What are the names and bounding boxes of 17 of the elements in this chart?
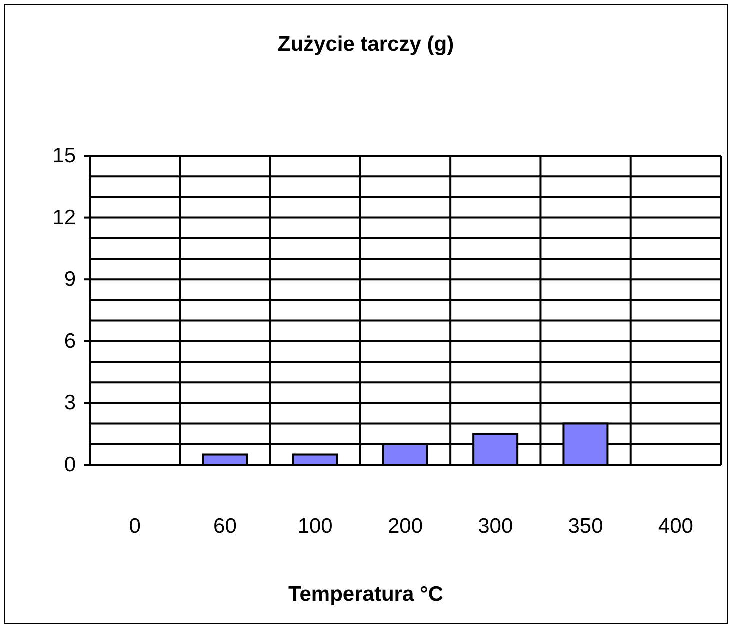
x-tick-label: 100 (298, 514, 333, 538)
y-tick-label: 6 (64, 330, 76, 353)
x-tick-label: 0 (129, 514, 141, 538)
x-tick-label: 200 (388, 514, 424, 538)
y-tick-label: 12 (52, 206, 76, 230)
y-tick-label: 3 (64, 392, 76, 415)
y-tick-label: 0 (64, 454, 76, 476)
bar (292, 454, 338, 465)
x-tick-label: 60 (214, 514, 237, 538)
y-tick-label: 15 (52, 144, 76, 168)
x-axis-title: Temperatura °C (287, 583, 445, 607)
x-tick-label: 300 (478, 514, 514, 538)
y-tick-label: 9 (64, 268, 76, 292)
chart-title: Zużycie tarczy (g) (276, 32, 456, 58)
bar (202, 454, 248, 465)
x-tick-label: 350 (568, 514, 604, 538)
x-tick-label: 400 (658, 514, 694, 538)
